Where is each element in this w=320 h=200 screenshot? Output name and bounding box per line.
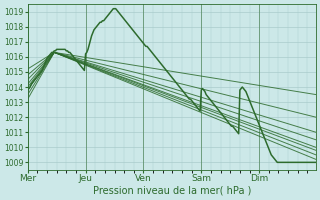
X-axis label: Pression niveau de la mer( hPa ): Pression niveau de la mer( hPa ) — [92, 186, 251, 196]
